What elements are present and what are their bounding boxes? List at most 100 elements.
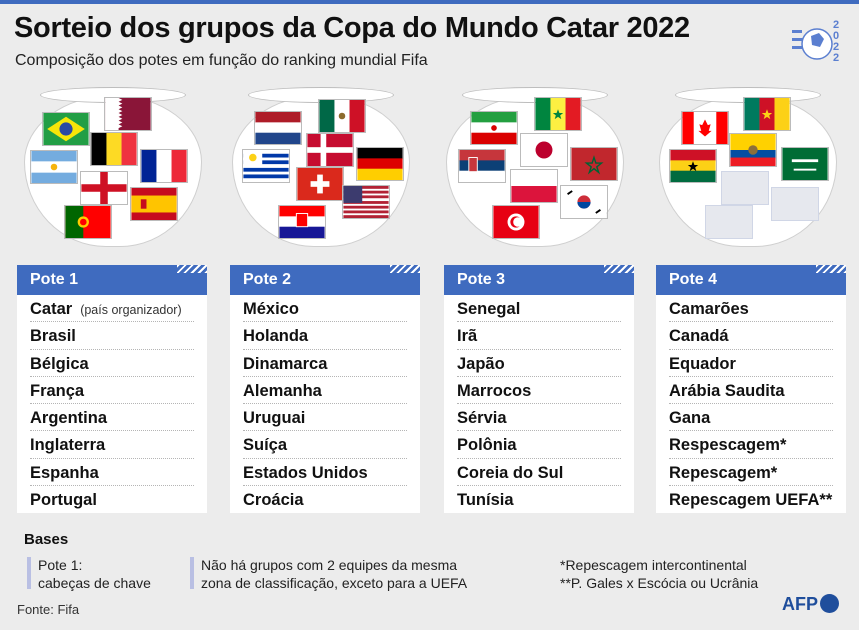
japan-flag-icon — [520, 133, 568, 167]
argentina-flag-icon — [30, 150, 78, 184]
world-cup-logo-icon: 2022 — [790, 15, 844, 69]
legend-item-pot1: Pote 1: cabeças de chave — [38, 556, 151, 592]
header-stripes — [390, 265, 420, 273]
host-note: (país organizador) — [80, 303, 182, 317]
qatar-flag-icon — [104, 97, 152, 131]
canada-flag-icon — [681, 111, 729, 145]
page-subtitle: Composição dos potes em função do rankin… — [15, 52, 428, 69]
afp-logo: AFP — [782, 594, 839, 615]
croatia-flag-icon — [278, 205, 326, 239]
denmark-flag-icon — [306, 133, 354, 167]
uruguay-flag-icon — [242, 149, 290, 183]
placeholder-flag-icon — [705, 205, 753, 239]
afp-dot-icon — [820, 594, 839, 613]
ecuador-flag-icon — [729, 133, 777, 167]
germany-flag-icon — [356, 147, 404, 181]
team-item: Suíça — [243, 431, 407, 459]
pot-2-bowl — [232, 87, 410, 247]
placeholder-flag-icon — [721, 171, 769, 205]
page-title: Sorteio dos grupos da Copa do Mundo Cata… — [14, 12, 690, 44]
pot-label: Pote 3 — [457, 271, 506, 288]
svg-text:2: 2 — [833, 52, 839, 64]
team-item: Inglaterra — [30, 431, 194, 459]
pot-4-list: Pote 4 Camarões Canadá Equador Arábia Sa… — [656, 265, 846, 513]
bases-title: Bases — [24, 531, 69, 548]
team-item: Equador — [669, 350, 833, 377]
iran-flag-icon — [470, 111, 518, 145]
ghana-flag-icon — [669, 149, 717, 183]
team-item: Catar (país organizador) — [30, 295, 194, 323]
team-item: Estados Unidos — [243, 459, 407, 487]
pot-label: Pote 4 — [669, 271, 718, 288]
team-item: Brasil — [30, 322, 194, 350]
france-flag-icon — [140, 149, 188, 183]
usa-flag-icon — [342, 185, 390, 219]
south-korea-flag-icon — [560, 185, 608, 219]
team-name: Catar — [30, 300, 73, 318]
team-item: Alemanha — [243, 377, 407, 405]
team-item: Irã — [457, 322, 621, 350]
header-stripes — [604, 265, 634, 273]
team-item: Argentina — [30, 404, 194, 432]
footnote-line: *Repescagem intercontinental — [560, 557, 747, 573]
legend-marker — [27, 557, 31, 589]
portugal-flag-icon — [64, 205, 112, 239]
serbia-flag-icon — [458, 149, 506, 183]
belgium-flag-icon — [90, 132, 138, 166]
spain-flag-icon — [130, 187, 178, 221]
team-item: Bélgica — [30, 350, 194, 377]
legend-line: zona de classificação, exceto para a UEF… — [201, 575, 468, 591]
team-item: Repescagem* — [669, 459, 833, 487]
pot-4-bowl — [659, 87, 837, 247]
team-item: México — [243, 295, 407, 323]
team-item: Repescagem UEFA** — [669, 491, 833, 510]
team-item: França — [30, 377, 194, 405]
morocco-flag-icon — [570, 147, 618, 181]
pot-header: Pote 3 — [444, 265, 634, 295]
team-item: Portugal — [30, 491, 97, 510]
saudi-arabia-flag-icon — [781, 147, 829, 181]
team-item: Canadá — [669, 322, 833, 350]
svg-text:0: 0 — [833, 30, 839, 42]
brazil-flag-icon — [42, 112, 90, 146]
team-item: Coreia do Sul — [457, 459, 621, 487]
poland-flag-icon — [510, 169, 558, 203]
team-item: Holanda — [243, 322, 407, 350]
credit-text: AFP — [782, 594, 818, 614]
pot-1-bowl — [24, 87, 202, 247]
team-item: Sérvia — [457, 404, 621, 432]
cameroon-flag-icon — [743, 97, 791, 131]
tunisia-flag-icon — [492, 205, 540, 239]
source-note: Fonte: Fifa — [17, 602, 80, 617]
pot-header: Pote 2 — [230, 265, 420, 295]
placeholder-flag-icon — [771, 187, 819, 221]
senegal-flag-icon — [534, 97, 582, 131]
mexico-flag-icon — [318, 99, 366, 133]
pot-3-bowl — [446, 87, 624, 247]
team-item: Croácia — [243, 491, 304, 510]
legend-line: Não há grupos com 2 equipes da mesma — [201, 557, 458, 573]
team-item: Tunísia — [457, 491, 514, 510]
top-accent-bar — [0, 0, 859, 4]
footnotes: *Repescagem intercontinental **P. Gales … — [560, 556, 758, 592]
pot-header: Pote 1 — [17, 265, 207, 295]
pot-2-list: Pote 2 México Holanda Dinamarca Alemanha… — [230, 265, 420, 513]
pot-label: Pote 1 — [30, 271, 79, 288]
team-item: Polônia — [457, 431, 621, 459]
pot-1-list: Pote 1 Catar (país organizador) Brasil Bé… — [17, 265, 207, 513]
pot-3-list: Pote 3 Senegal Irã Japão Marrocos Sérvia… — [444, 265, 634, 513]
team-item: Espanha — [30, 459, 194, 487]
team-item: Camarões — [669, 295, 833, 323]
legend-line: Pote 1: — [38, 557, 83, 573]
legend-line: cabeças de chave — [38, 575, 151, 591]
team-item: Senegal — [457, 295, 621, 323]
pot-header: Pote 4 — [656, 265, 846, 295]
svg-text:2: 2 — [833, 41, 839, 53]
switzerland-flag-icon — [296, 167, 344, 201]
england-flag-icon — [80, 171, 128, 205]
team-item: Arábia Saudita — [669, 377, 833, 405]
team-item: Dinamarca — [243, 350, 407, 377]
svg-text:2: 2 — [833, 19, 839, 31]
header-stripes — [816, 265, 846, 273]
netherlands-flag-icon — [254, 111, 302, 145]
